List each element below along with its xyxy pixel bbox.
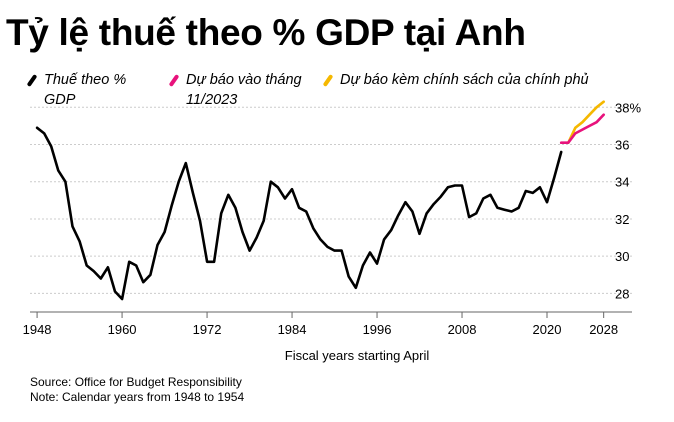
source-note: Source: Office for Budget Responsibility: [30, 375, 242, 389]
y-tick-label: 36: [615, 138, 629, 153]
x-tick-label: 1948: [23, 322, 52, 337]
legend-item-actual: Thuế theo % GDP: [26, 70, 160, 110]
legend-label-policy: Dự báo kèm chính sách của chính phủ: [340, 72, 589, 88]
x-tick-label: 2028: [589, 322, 618, 337]
x-tick-label: 1972: [193, 322, 222, 337]
x-tick-label: 1960: [108, 322, 137, 337]
series-layer: [35, 100, 606, 301]
series-line-2: [566, 100, 606, 144]
footnote: Note: Calendar years from 1948 to 1954: [30, 390, 245, 404]
x-tick-label: 1996: [363, 322, 392, 337]
legend-label-actual: Thuế theo % GDP: [44, 72, 127, 108]
y-tick-label: 30: [615, 249, 629, 264]
y-tick-label: 38%: [615, 100, 641, 115]
legend-label-forecast: Dự báo vào tháng 11/2023: [186, 72, 302, 108]
y-tick-label: 34: [615, 175, 629, 190]
x-axis-label: Fiscal years starting April: [284, 348, 430, 363]
y-tick-label: 28: [615, 286, 629, 301]
x-tick-label: 2020: [533, 322, 562, 337]
grid-layer: [30, 106, 632, 294]
y-tick-label: 32: [615, 212, 629, 227]
series-line-0: [35, 126, 563, 301]
x-tick-label: 2008: [448, 322, 477, 337]
legend-item-forecast: Dự báo vào tháng 11/2023: [168, 70, 322, 110]
x-tick-label: 1984: [278, 322, 307, 337]
legend-item-policy: Dự báo kèm chính sách của chính phủ: [322, 70, 666, 90]
chart-title: Tỷ lệ thuế theo % GDP tại Anh: [6, 12, 526, 53]
series-line-1: [559, 113, 606, 144]
axis-layer: 28 30 32 34 36 38% 1948 1960 1972 1984 1996 2008 202…: [23, 100, 642, 337]
